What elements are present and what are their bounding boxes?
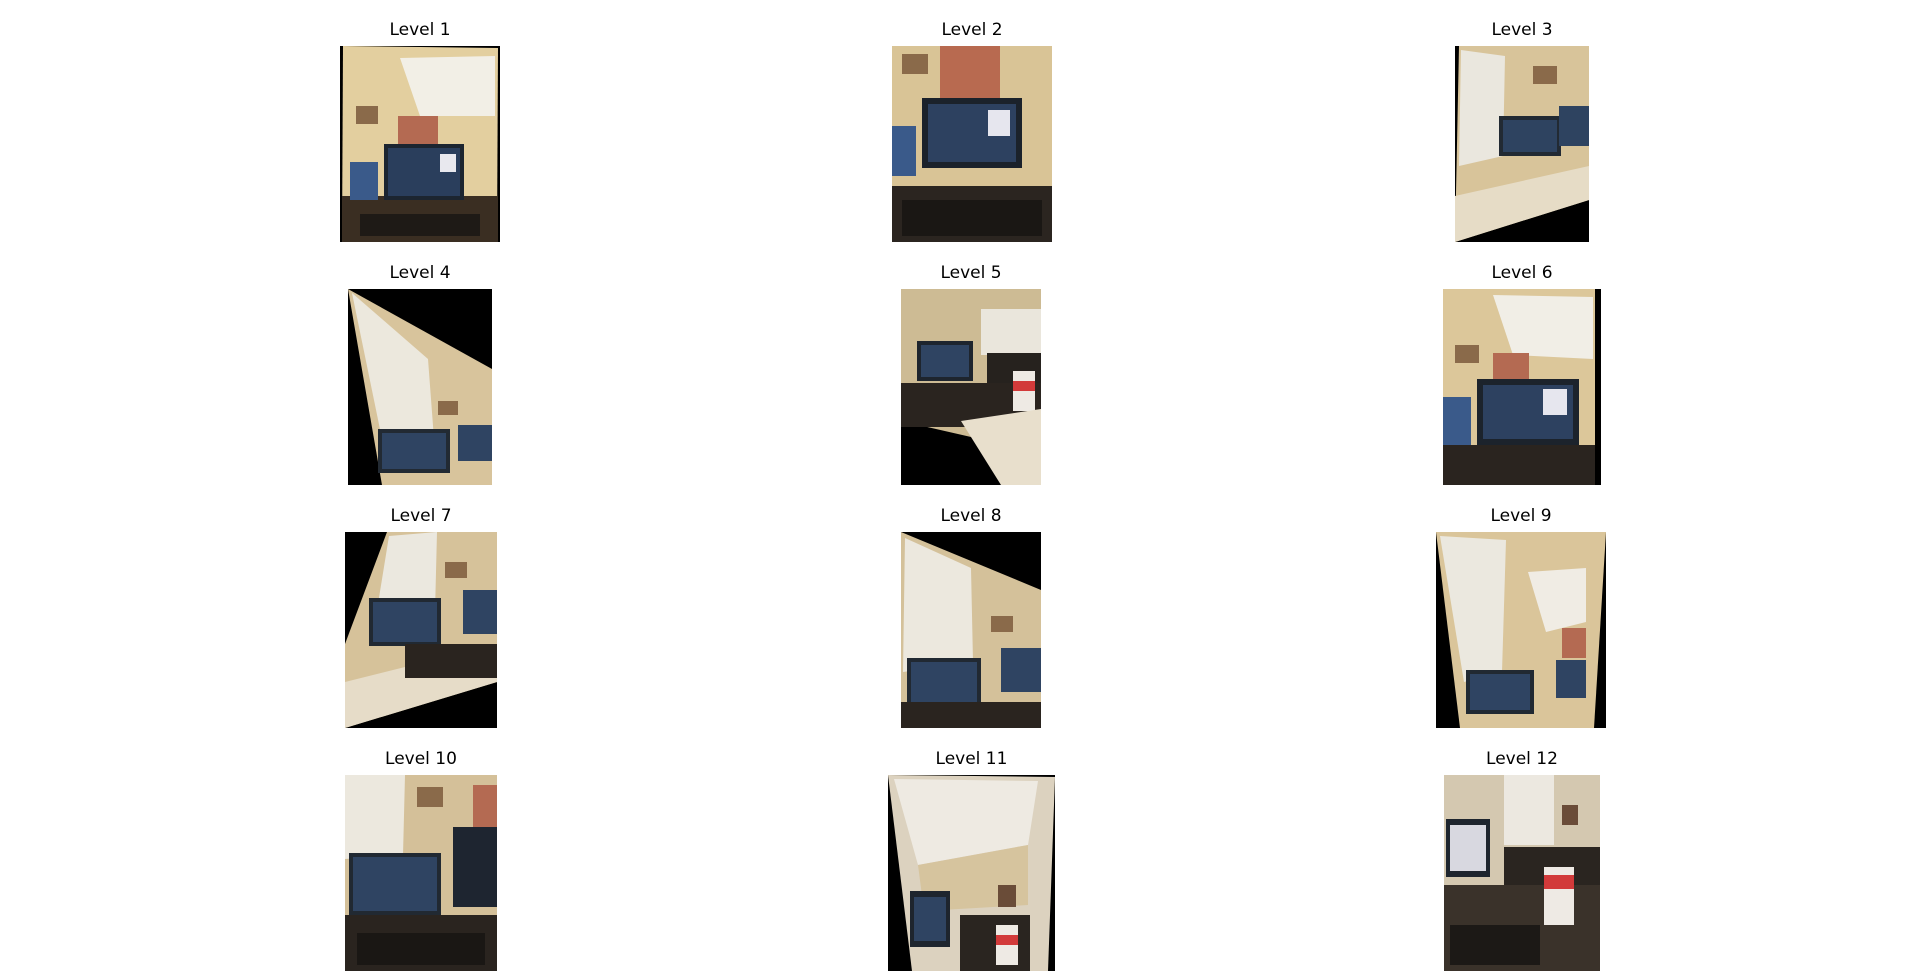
photo-level-7 — [345, 532, 497, 728]
panel-title: Level 12 — [1486, 749, 1558, 769]
panel-level-9: Level 9 — [1436, 506, 1606, 728]
photo-level-4 — [348, 289, 492, 485]
panel-title: Level 3 — [1491, 20, 1553, 40]
panel-title: Level 7 — [390, 506, 452, 526]
panel-title: Level 11 — [935, 749, 1008, 769]
panel-level-4: Level 4 — [348, 263, 492, 485]
panel-level-11: Level 11 — [888, 749, 1055, 971]
panel-level-1: Level 1 — [340, 20, 500, 242]
panel-level-3: Level 3 — [1455, 20, 1589, 242]
photo-level-9 — [1436, 532, 1606, 728]
panel-title: Level 10 — [385, 749, 457, 769]
panel-level-7: Level 7 — [345, 506, 497, 728]
panel-title: Level 5 — [940, 263, 1002, 283]
photo-level-5 — [901, 289, 1041, 485]
panel-title: Level 8 — [940, 506, 1002, 526]
panel-level-8: Level 8 — [901, 506, 1041, 728]
panel-title: Level 2 — [941, 20, 1003, 40]
panel-level-12: Level 12 — [1444, 749, 1600, 971]
photo-level-1 — [340, 46, 500, 242]
panel-title: Level 4 — [389, 263, 451, 283]
panel-level-5: Level 5 — [901, 263, 1041, 485]
photo-level-6 — [1443, 289, 1601, 485]
photo-level-12 — [1444, 775, 1600, 971]
photo-level-11 — [888, 775, 1055, 971]
photo-level-8 — [901, 532, 1041, 728]
panel-level-6: Level 6 — [1443, 263, 1601, 485]
panel-level-2: Level 2 — [892, 20, 1052, 242]
panel-title: Level 1 — [389, 20, 451, 40]
photo-level-3 — [1455, 46, 1589, 242]
panel-title: Level 6 — [1491, 263, 1553, 283]
panel-title: Level 9 — [1490, 506, 1552, 526]
panel-level-10: Level 10 — [345, 749, 497, 971]
photo-level-2 — [892, 46, 1052, 242]
photo-level-10 — [345, 775, 497, 971]
